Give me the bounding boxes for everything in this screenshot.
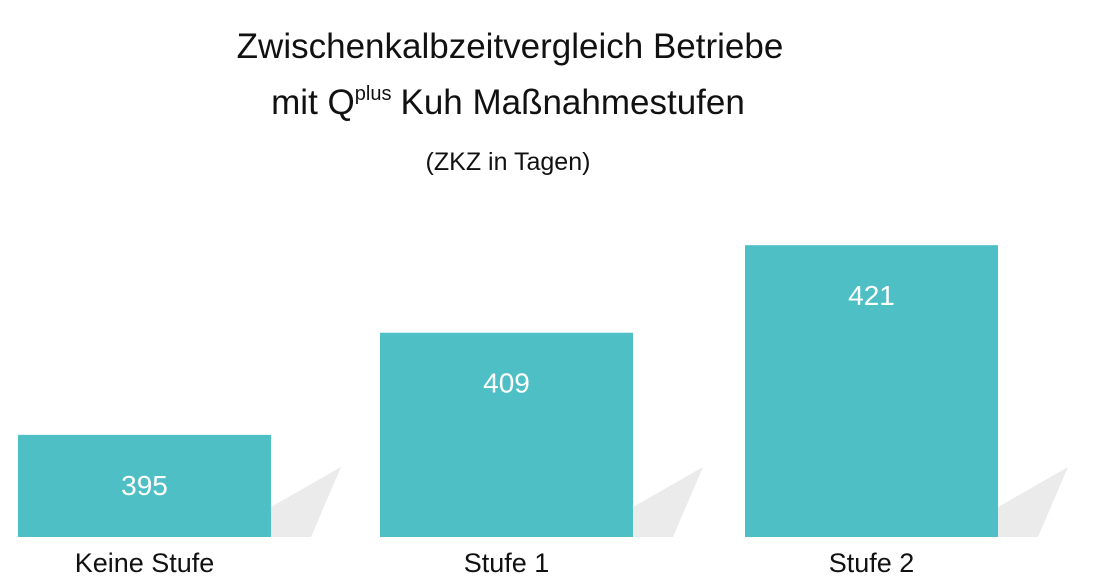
bar-shadow (998, 467, 1068, 537)
chart-subtitle: (ZKZ in Tagen) (426, 148, 591, 176)
bar (18, 434, 271, 537)
chart-title-line2: mit Qplus Kuh Maßnahmestufen (271, 83, 745, 122)
bar (745, 245, 998, 537)
value-label: 395 (121, 470, 168, 501)
title-part: Kuh Maßnahmestufen (400, 83, 744, 122)
bar (380, 332, 633, 537)
value-label: 421 (848, 280, 895, 311)
title-part: mit Q (271, 83, 355, 122)
bar-shadow (633, 467, 703, 537)
chart-title-line1: Zwischenkalbzeitvergleich Betriebe (237, 27, 784, 66)
x-tick-label: Keine Stufe (75, 548, 215, 578)
bar-shadow (271, 467, 341, 537)
value-label: 409 (483, 368, 530, 399)
title-superscript: plus (355, 83, 392, 105)
x-tick-label: Stufe 1 (464, 548, 550, 578)
x-tick-label: Stufe 2 (829, 548, 915, 578)
